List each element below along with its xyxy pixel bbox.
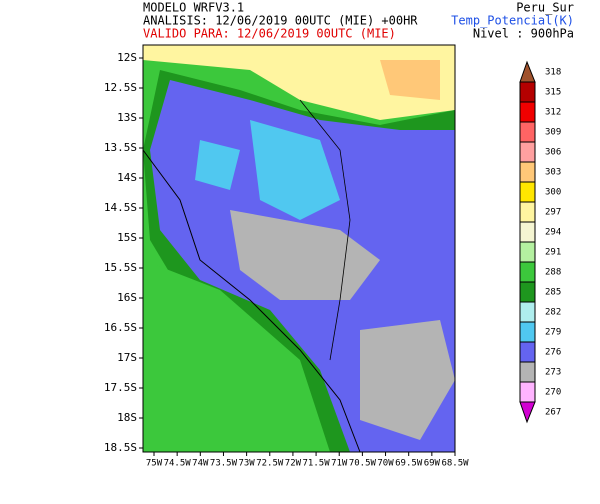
colorbar-label: 273: [545, 368, 561, 378]
colorbar-label: 267: [545, 408, 561, 418]
lon-label: 73W: [238, 459, 255, 469]
colorbar-box: [519, 121, 536, 143]
lat-label: 12S: [117, 51, 137, 64]
colorbar-label: 270: [545, 388, 561, 398]
lat-label: 17.5S: [104, 381, 137, 394]
lat-label: 18S: [117, 411, 137, 424]
lat-label: 18.5S: [104, 441, 137, 454]
colorbar-box: [519, 221, 536, 243]
valid: VALIDO PARA: 12/06/2019 00UTC (MIE): [143, 27, 396, 41]
colorbar-box: [519, 241, 536, 263]
lat-label: 13.5S: [104, 141, 137, 154]
lat-label: 16.5S: [104, 321, 137, 334]
lat-label: 16S: [117, 291, 137, 304]
lon-label: 70W: [377, 459, 394, 469]
lat-label: 14S: [117, 171, 137, 184]
colorbar-label: 285: [545, 288, 561, 298]
lon-label: 74W: [192, 459, 209, 469]
colorbar-box: [519, 261, 536, 283]
colorbar-label: 282: [545, 308, 561, 318]
variable: Temp_Potencial(K): [451, 14, 574, 28]
lat-label: 12.5S: [104, 81, 137, 94]
lon-label: 73.5W: [210, 459, 238, 469]
colorbar-box: [519, 361, 536, 383]
lat-label: 15.5S: [104, 261, 137, 274]
lon-label: 72.5W: [256, 459, 284, 469]
colorbar-label: 303: [545, 168, 561, 178]
colorbar-box: [519, 321, 536, 343]
lon-label: 70.5W: [349, 459, 377, 469]
colorbar: 318 315 312 309 306 303 300 297 294 291 288 285 282 2…: [519, 60, 561, 424]
colorbar-box: [519, 181, 536, 203]
colorbar-label: 300: [545, 188, 561, 198]
lat-label: 13S: [117, 111, 137, 124]
colorbar-box: [519, 381, 536, 403]
colorbar-box: [519, 201, 536, 223]
lat-label: 14.5S: [104, 201, 137, 214]
level: Nivel : 900hPa: [473, 27, 574, 41]
colorbar-box: [519, 101, 536, 123]
map-field: [142, 44, 456, 453]
colorbar-box: [519, 81, 536, 103]
colorbar-label: 279: [545, 328, 561, 338]
colorbar-cap: [519, 401, 536, 424]
colorbar-label: 309: [545, 128, 561, 138]
colorbar-label: 318: [545, 68, 561, 78]
colorbar-box: [519, 141, 536, 163]
region: Peru_Sur: [516, 1, 574, 15]
lon-label: 72W: [285, 459, 302, 469]
lon-label: 69W: [424, 459, 441, 469]
lon-label: 69.5W: [395, 459, 423, 469]
colorbar-box: [519, 301, 536, 323]
lon-label: 68.5W: [441, 459, 469, 469]
model: MODELO WRFV3.1: [143, 1, 244, 15]
lon-label: 71W: [331, 459, 348, 469]
colorbar-label: 297: [545, 208, 561, 218]
colorbar-label: 315: [545, 88, 561, 98]
colorbar-label: 306: [545, 148, 561, 158]
colorbar-label: 276: [545, 348, 561, 358]
colorbar-label: 288: [545, 268, 561, 278]
lon-label: 71.5W: [303, 459, 331, 469]
colorbar-box: [519, 341, 536, 363]
lat-label: 17S: [117, 351, 137, 364]
lon-label: 75W: [146, 459, 163, 469]
colorbar-label: 294: [545, 228, 561, 238]
lon-labels: 75W 74.5W 74W 73.5W 73W 72.5W 72W 71.5W 71W 70.5W…: [146, 452, 469, 469]
lon-label: 74.5W: [164, 459, 192, 469]
colorbar-cap: [519, 60, 536, 83]
colorbar-box: [519, 161, 536, 183]
lat-labels: 12S 12.5S 13S 13.5S 14S 14.5S 15S 15.5S 16S 16.5S…: [104, 51, 143, 454]
colorbar-label: 291: [545, 248, 561, 258]
colorbar-label: 312: [545, 108, 561, 118]
lat-label: 15S: [117, 231, 137, 244]
colorbar-box: [519, 281, 536, 303]
analysis: ANALISIS: 12/06/2019 00UTC (MIE) +00HR: [143, 14, 418, 28]
